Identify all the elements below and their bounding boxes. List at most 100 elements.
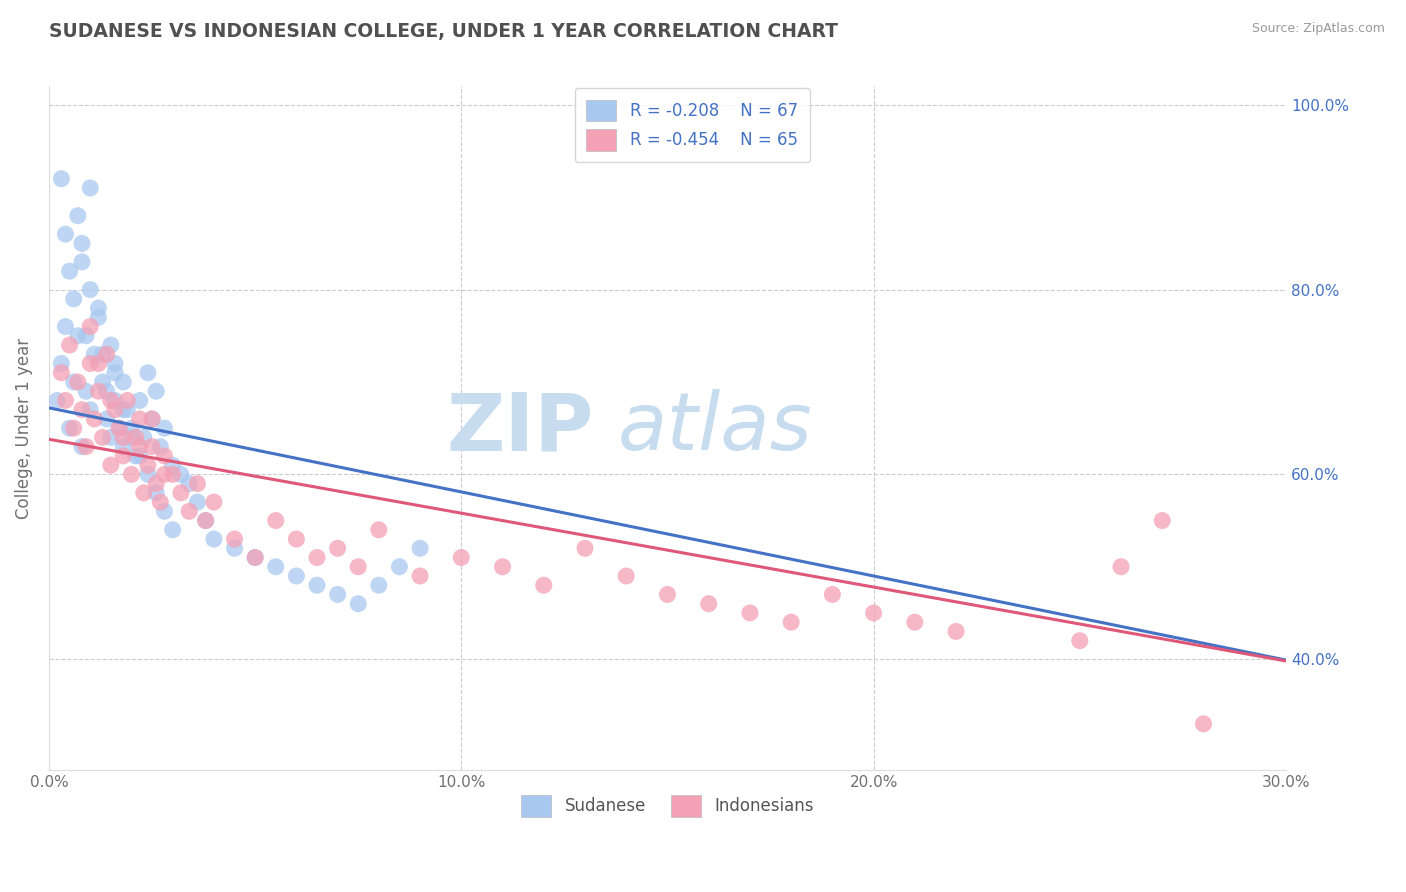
Point: [1069, 633, 1091, 648]
Point: [62, 375, 84, 389]
Point: [120, 467, 142, 482]
Point: [243, 550, 266, 565]
Point: [70, 236, 93, 251]
Point: [153, 504, 176, 518]
Point: [136, 467, 159, 482]
Point: [108, 421, 131, 435]
Point: [305, 550, 328, 565]
Point: [202, 495, 225, 509]
Point: [112, 449, 135, 463]
Point: [141, 440, 163, 454]
Point: [409, 569, 432, 583]
Point: [51, 366, 73, 380]
Point: [79, 357, 101, 371]
Point: [945, 624, 967, 639]
Point: [491, 559, 513, 574]
Point: [75, 384, 97, 399]
Point: [62, 292, 84, 306]
Point: [1152, 514, 1174, 528]
Point: [83, 412, 105, 426]
Y-axis label: College, Under 1 year: College, Under 1 year: [15, 337, 32, 519]
Point: [533, 578, 555, 592]
Point: [186, 495, 208, 509]
Point: [194, 514, 217, 528]
Point: [128, 440, 150, 454]
Point: [285, 532, 308, 546]
Point: [186, 476, 208, 491]
Point: [153, 467, 176, 482]
Point: [70, 255, 93, 269]
Point: [120, 430, 142, 444]
Point: [153, 421, 176, 435]
Point: [179, 504, 201, 518]
Point: [120, 421, 142, 435]
Point: [83, 347, 105, 361]
Point: [202, 532, 225, 546]
Point: [104, 357, 127, 371]
Point: [79, 181, 101, 195]
Text: atlas: atlas: [619, 389, 813, 467]
Point: [153, 449, 176, 463]
Point: [112, 375, 135, 389]
Point: [179, 476, 201, 491]
Point: [104, 366, 127, 380]
Point: [1109, 559, 1132, 574]
Point: [388, 559, 411, 574]
Point: [70, 402, 93, 417]
Point: [821, 587, 844, 601]
Point: [66, 209, 89, 223]
Point: [326, 587, 349, 601]
Point: [46, 393, 69, 408]
Point: [347, 559, 370, 574]
Point: [100, 338, 122, 352]
Point: [132, 430, 155, 444]
Point: [132, 486, 155, 500]
Point: [450, 550, 472, 565]
Point: [128, 393, 150, 408]
Point: [55, 227, 77, 242]
Point: [574, 541, 596, 556]
Point: [145, 384, 167, 399]
Point: [1192, 716, 1215, 731]
Point: [51, 171, 73, 186]
Point: [91, 375, 114, 389]
Point: [100, 393, 122, 408]
Point: [87, 301, 110, 315]
Point: [66, 328, 89, 343]
Point: [112, 440, 135, 454]
Point: [149, 495, 172, 509]
Point: [264, 514, 287, 528]
Text: Source: ZipAtlas.com: Source: ZipAtlas.com: [1251, 22, 1385, 36]
Point: [87, 310, 110, 325]
Point: [58, 421, 80, 435]
Text: SUDANESE VS INDONESIAN COLLEGE, UNDER 1 YEAR CORRELATION CHART: SUDANESE VS INDONESIAN COLLEGE, UNDER 1 …: [49, 22, 838, 41]
Point: [243, 550, 266, 565]
Point: [124, 430, 146, 444]
Point: [104, 393, 127, 408]
Text: ZIP: ZIP: [446, 389, 593, 467]
Point: [141, 412, 163, 426]
Point: [55, 319, 77, 334]
Point: [91, 347, 114, 361]
Point: [79, 319, 101, 334]
Point: [347, 597, 370, 611]
Point: [96, 347, 118, 361]
Point: [224, 532, 246, 546]
Point: [108, 421, 131, 435]
Point: [75, 440, 97, 454]
Point: [194, 514, 217, 528]
Point: [55, 393, 77, 408]
Point: [162, 467, 184, 482]
Point: [112, 430, 135, 444]
Point: [128, 412, 150, 426]
Point: [66, 375, 89, 389]
Point: [145, 476, 167, 491]
Point: [367, 578, 389, 592]
Point: [904, 615, 927, 630]
Point: [162, 458, 184, 472]
Point: [738, 606, 761, 620]
Point: [70, 440, 93, 454]
Point: [117, 393, 139, 408]
Point: [87, 357, 110, 371]
Point: [75, 328, 97, 343]
